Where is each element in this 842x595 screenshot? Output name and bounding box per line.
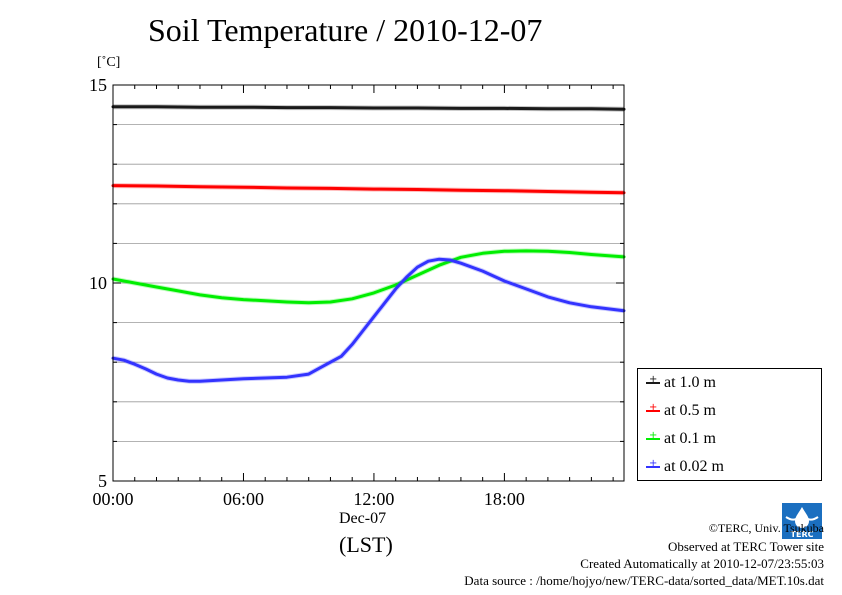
series-halo-0 [113,104,625,112]
y-tick-label: 15 [89,75,107,95]
x-axis-label: (LST) [339,532,393,557]
footer-source: Data source : /home/hojyo/new/TERC-data/… [464,573,824,588]
y-tick-label: 5 [98,471,107,491]
legend-item-0-1m: at 0.1 m [646,429,716,449]
x-tick-label: 18:00 [484,489,525,509]
legend-label-0-1m: at 0.1 m [664,430,716,447]
x-axis-date-label: Dec-07 [339,510,387,527]
legend-label-0-02m: at 0.02 m [664,458,724,475]
legend-label-0-5m: at 0.5 m [664,402,716,419]
series-halo-2 [112,248,625,306]
legend-label-1-0m: at 1.0 m [664,374,716,391]
y-axis-unit: [˚C] [97,55,121,70]
series-line-1 [111,184,626,195]
legend-swatch-0-1m [646,430,660,441]
series-line-2 [111,249,626,305]
x-tick-label: 06:00 [223,489,264,509]
footer-copyright: ©TERC, Univ. Tsukuba [708,521,824,535]
legend-item-1-0m: at 1.0 m [646,373,716,393]
legend-item-0-02m: at 0.02 m [646,457,724,477]
series-line-3 [111,257,626,383]
series-halo-3 [112,256,625,384]
legend-swatch-0-02m [646,458,660,469]
legend-swatch-1-0m [646,374,660,385]
series-line-0 [111,105,626,111]
chart-title: Soil Temperature / 2010-12-07 [148,12,543,48]
terc-logo: TERC [782,503,822,539]
grid-lines [113,124,624,442]
x-tick-label: 12:00 [353,489,394,509]
legend-swatch-0-5m [646,402,660,413]
y-tick-label: 10 [89,273,107,293]
series-halo-1 [112,183,625,196]
x-tick-label: 00:00 [92,489,133,509]
logo-text: TERC [791,530,814,539]
series-lines [111,104,626,384]
footer-created: Created Automatically at 2010-12-07/23:5… [580,556,824,571]
legend-item-0-5m: at 0.5 m [646,401,716,421]
footer-site: Observed at TERC Tower site [667,539,824,554]
axis-ticks: 5 10 15 00:00 06:00 12:00 18:00 [89,75,624,509]
legend: at 1.0 m at 0.5 m at 0.1 m at 0.02 m [637,368,822,481]
